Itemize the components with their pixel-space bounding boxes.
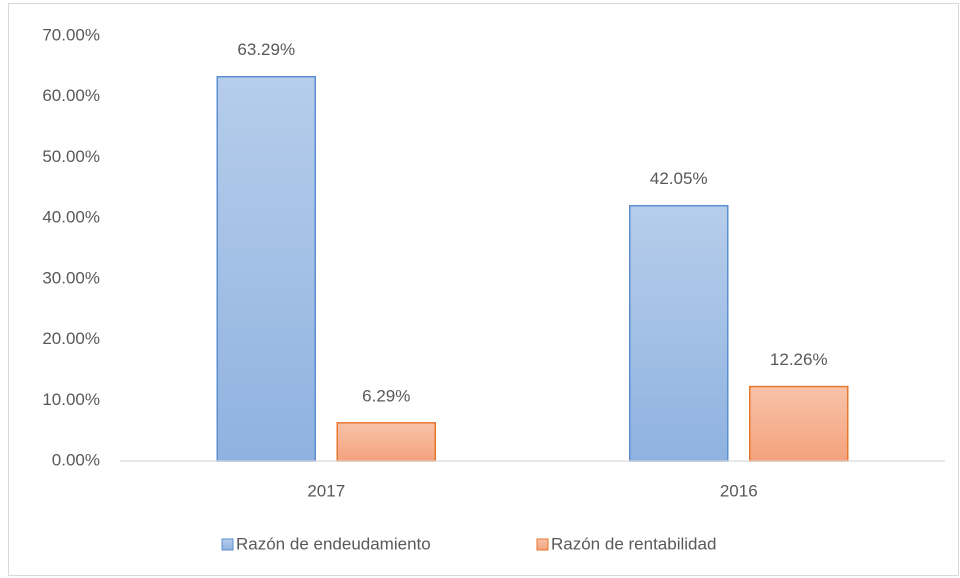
x-tick-label: 2017 — [307, 481, 345, 500]
y-tick-label: 30.00% — [42, 268, 100, 287]
legend-label: Razón de endeudamiento — [236, 534, 431, 553]
y-tick-label: 50.00% — [42, 147, 100, 166]
legend-swatch — [221, 538, 234, 551]
data-label: 12.26% — [770, 350, 828, 369]
data-label: 63.29% — [237, 40, 295, 59]
bar — [336, 422, 436, 462]
bar — [629, 204, 729, 462]
y-tick-label: 70.00% — [42, 25, 100, 44]
legend-swatch — [536, 538, 549, 551]
data-label: 6.29% — [362, 386, 410, 405]
y-tick-label: 20.00% — [42, 329, 100, 348]
chart-border — [8, 3, 959, 576]
y-tick-label: 0.00% — [52, 450, 100, 469]
y-tick-label: 60.00% — [42, 86, 100, 105]
x-tick-label: 2016 — [720, 481, 758, 500]
bar — [216, 75, 316, 462]
data-label: 42.05% — [650, 169, 708, 188]
y-tick-label: 10.00% — [42, 390, 100, 409]
y-tick-label: 40.00% — [42, 208, 100, 227]
legend-label: Razón de rentabilidad — [551, 534, 716, 553]
bar — [749, 385, 849, 462]
